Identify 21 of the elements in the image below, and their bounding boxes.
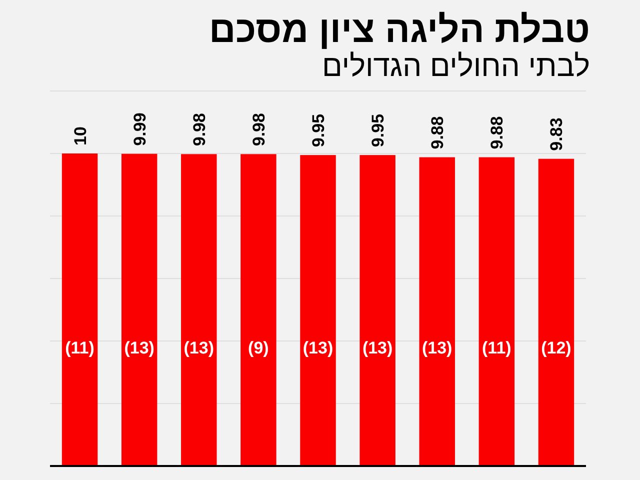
data-label: 9.95 [309,114,328,148]
data-label: 9.88 [428,116,448,150]
annotation: (11) [482,338,512,358]
data-label: 9.95 [368,114,388,148]
annotation: (12) [541,338,572,358]
data-label: 9.98 [190,113,209,146]
data-label: 9.88 [488,116,507,150]
data-label: 9.99 [130,112,150,146]
plot: 10 9.99 9.98 9.98 9.95 9.95 9.88 9.88 9.83 (11) (13) (13) (9) (13) (13) (13) (11) (12) [50,90,586,467]
subtitle: לבתי החולים הגדולים [322,50,590,83]
annotation: (13) [124,338,154,358]
title: טבלת הליגה ציון מסכם [208,9,590,50]
data-label: 10 [70,126,90,146]
annotation: (13) [302,338,334,358]
annotation: (13) [422,338,452,358]
annotation: (13) [362,338,393,358]
data-label: 9.98 [249,113,268,146]
data-label: 9.83 [547,118,566,151]
annotation: (13) [184,338,214,358]
annotation: (9) [248,338,269,358]
annotation: (11) [65,338,94,358]
